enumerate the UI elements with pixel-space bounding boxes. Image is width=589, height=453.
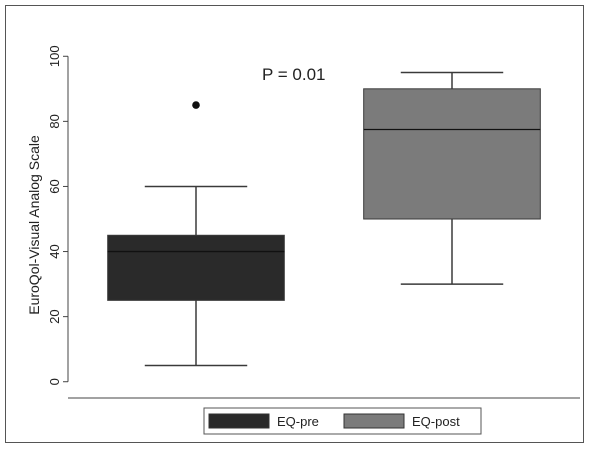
- legend: EQ-pre EQ-post: [203, 407, 482, 435]
- y-tick-label: 20: [47, 309, 62, 323]
- p-value-annotation: P = 0.01: [262, 65, 326, 84]
- legend-label: EQ-post: [412, 414, 460, 429]
- boxes: [107, 71, 541, 367]
- y-axis: 0 20 40 60 80 100: [47, 45, 69, 385]
- y-tick-label: 60: [47, 179, 62, 193]
- y-tick-label: 100: [47, 45, 62, 67]
- iqr-box: [363, 88, 541, 220]
- y-tick-label: 0: [47, 378, 62, 385]
- outer-frame: [5, 5, 584, 443]
- iqr-box: [107, 234, 285, 301]
- y-tick-label: 80: [47, 114, 62, 128]
- y-axis-title: EuroQol-Visual Analog Scale: [26, 135, 42, 315]
- y-tick-label: 40: [47, 244, 62, 258]
- box-eq-post: [363, 71, 541, 285]
- box-eq-pre: [107, 101, 285, 367]
- legend-swatch: [343, 413, 405, 429]
- outlier-point: [192, 101, 200, 109]
- legend-swatch: [208, 413, 270, 429]
- legend-label: EQ-pre: [277, 414, 319, 429]
